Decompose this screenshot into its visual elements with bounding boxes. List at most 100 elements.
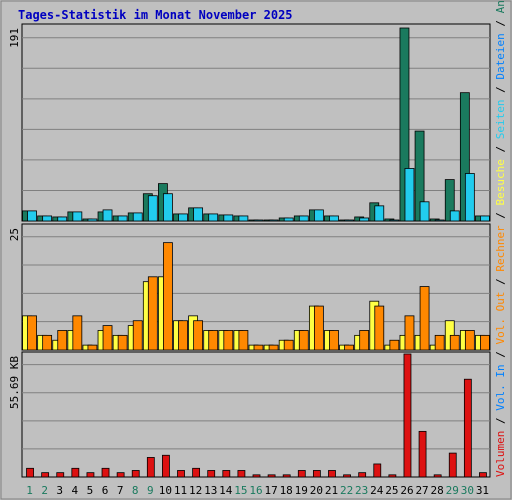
bar-hits-seiten-day-26 (404, 168, 415, 222)
bar-visits-rechner-day-2 (42, 334, 53, 351)
bar-hits-seiten-day-11 (178, 213, 188, 222)
bar-visits-rechner-day-19 (298, 330, 309, 351)
day-label-31: 31 (476, 484, 489, 497)
bar-hits-seiten-day-29 (449, 210, 460, 222)
bar-volume-volumen-day-5 (86, 472, 95, 478)
bar-visits-rechner-day-22 (344, 344, 354, 351)
bar-visits-rechner-day-7 (117, 334, 128, 351)
day-label-8: 8 (132, 484, 139, 497)
bar-visits-rechner-day-1 (27, 315, 37, 351)
bar-hits-seiten-day-5 (87, 218, 98, 222)
day-label-24: 24 (370, 484, 384, 497)
right-legend: Volumen / Vol. In / Vol. Out / Rechner /… (494, 0, 507, 477)
bar-hits-seiten-day-6 (102, 209, 113, 222)
bar-hits-seiten-day-22 (344, 219, 354, 222)
series-legend: Volumen / Vol. In / Vol. Out / Rechner /… (494, 0, 507, 477)
bar-hits-seiten-day-24 (374, 205, 385, 222)
bar-volume-volumen-day-2 (41, 472, 50, 478)
bar-visits-rechner-day-9 (147, 276, 158, 351)
day-label-9: 9 (147, 484, 154, 497)
legend-item: / (494, 20, 507, 33)
bar-volume-volumen-day-19 (297, 470, 306, 478)
bar-hits-seiten-day-4 (72, 211, 83, 222)
bar-volume-volumen-day-17 (267, 474, 276, 478)
bar-hits-seiten-day-30 (464, 173, 475, 222)
bar-volume-volumen-day-20 (312, 470, 321, 478)
day-label-5: 5 (87, 484, 94, 497)
bar-visits-rechner-day-21 (329, 330, 339, 351)
bar-visits-rechner-day-28 (434, 334, 445, 351)
bar-hits-anfragen-day-27 (414, 130, 425, 222)
day-label-17: 17 (264, 484, 277, 497)
bar-visits-rechner-day-31 (480, 334, 490, 351)
bar-hits-seiten-day-3 (57, 216, 68, 222)
bar-visits-rechner-day-3 (57, 330, 68, 351)
day-label-3: 3 (56, 484, 63, 497)
bar-hits-seiten-day-21 (329, 215, 339, 222)
bar-volume-volumen-day-6 (101, 467, 110, 478)
bar-visits-rechner-day-6 (102, 325, 113, 351)
bar-visits-rechner-day-15 (238, 330, 249, 351)
legend-item: / (494, 86, 507, 99)
bar-hits-seiten-day-12 (193, 207, 204, 222)
bar-volume-volumen-day-28 (433, 474, 442, 478)
bar-volume-volumen-day-4 (71, 467, 80, 478)
day-label-10: 10 (159, 484, 172, 497)
legend-item: Besuche (494, 159, 507, 212)
bar-visits-rechner-day-4 (72, 315, 83, 351)
axis-max-label-volume: 55.69 KB (8, 356, 21, 409)
bar-hits-seiten-day-17 (268, 219, 279, 222)
day-label-4: 4 (72, 484, 79, 497)
day-label-21: 21 (325, 484, 338, 497)
day-label-27: 27 (415, 484, 428, 497)
day-label-22: 22 (340, 484, 353, 497)
bar-visits-rechner-day-30 (464, 330, 475, 351)
bar-volume-volumen-day-13 (207, 470, 216, 478)
bar-hits-anfragen-day-26 (399, 27, 410, 222)
bar-volume-volumen-day-24 (373, 463, 382, 478)
bar-volume-volumen-day-1 (26, 467, 34, 478)
day-label-14: 14 (219, 484, 233, 497)
bar-visits-rechner-day-13 (208, 330, 219, 351)
bar-volume-volumen-day-31 (479, 472, 487, 478)
day-label-13: 13 (204, 484, 217, 497)
bar-visits-rechner-day-17 (268, 344, 279, 351)
legend-item: / (494, 146, 507, 159)
bar-visits-rechner-day-26 (404, 315, 415, 351)
bar-hits-seiten-day-28 (434, 219, 445, 222)
legend-item: / (494, 212, 507, 225)
bar-hits-anfragen-day-30 (459, 92, 470, 222)
legend-item: Vol. In (494, 364, 507, 417)
day-labels: 1 2 3 4 5 6 7 8 9 10 11 12 13 14 15 16 17 18 19 20 21 22 23 24 2… (26, 484, 489, 497)
bar-hits-seiten-day-27 (419, 201, 430, 222)
bar-hits-seiten-day-15 (238, 215, 249, 222)
legend-item: Rechner (494, 225, 507, 278)
bar-visits-rechner-day-5 (87, 344, 98, 351)
legend-item: Seiten (494, 99, 507, 145)
bar-hits-seiten-day-14 (223, 214, 234, 222)
bar-visits-rechner-day-11 (178, 320, 188, 351)
day-label-19: 19 (295, 484, 308, 497)
day-label-6: 6 (102, 484, 109, 497)
bars (22, 27, 490, 478)
bar-volume-volumen-day-8 (131, 470, 140, 478)
day-label-20: 20 (310, 484, 323, 497)
axis-max-label-hits: 191 (8, 28, 21, 48)
bar-volume-volumen-day-12 (192, 467, 201, 478)
bar-hits-seiten-day-23 (359, 217, 370, 222)
bar-hits-anfragen-day-29 (444, 179, 455, 222)
legend-item: / (494, 278, 507, 291)
bar-volume-volumen-day-29 (448, 452, 457, 478)
bar-visits-rechner-day-18 (283, 339, 294, 351)
day-label-7: 7 (117, 484, 124, 497)
legend-item: Vol. Out (494, 292, 507, 352)
bar-hits-seiten-day-9 (147, 195, 158, 222)
day-label-18: 18 (280, 484, 293, 497)
bar-visits-rechner-day-23 (359, 330, 370, 351)
bar-volume-volumen-day-7 (116, 472, 125, 478)
bar-visits-rechner-day-8 (132, 320, 143, 351)
bar-volume-volumen-day-16 (252, 474, 261, 478)
legend-item: Dateien (494, 33, 507, 86)
bar-visits-rechner-day-24 (374, 305, 385, 351)
